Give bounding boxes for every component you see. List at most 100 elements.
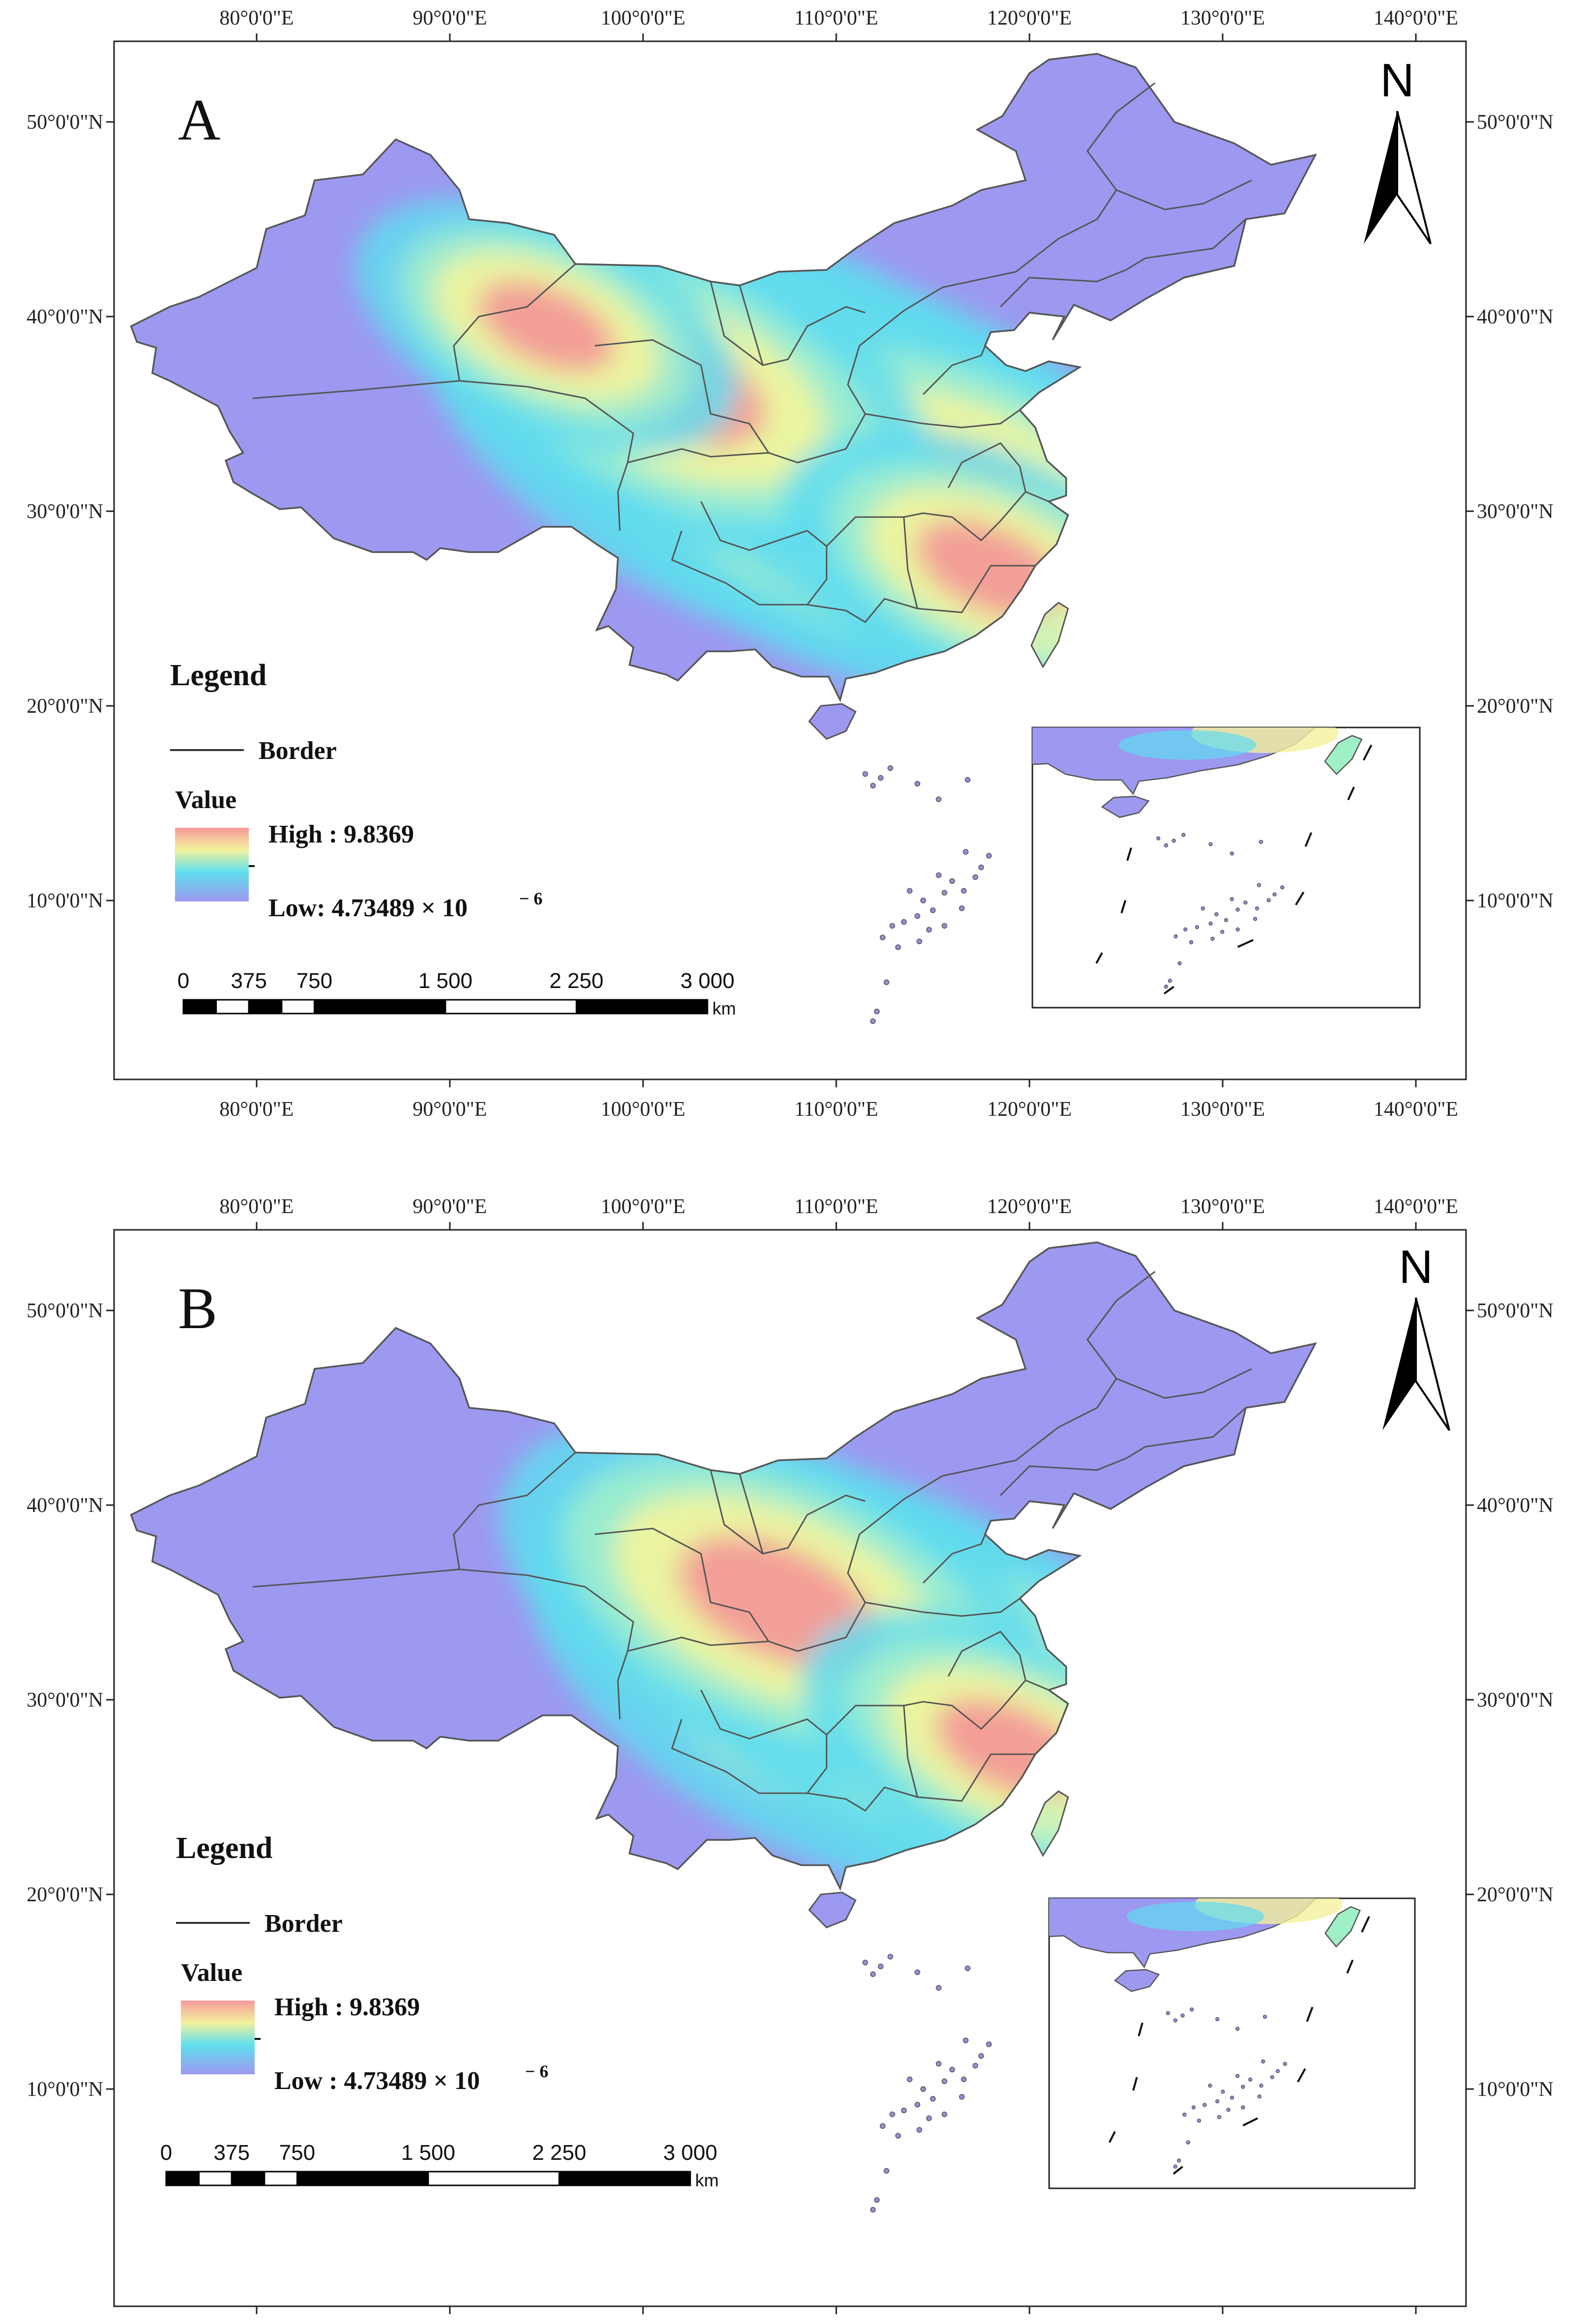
inset-island-dot — [1182, 2112, 1187, 2117]
island-dot — [978, 2053, 984, 2059]
lat-tick-label-right: 50°0'0"N — [1477, 111, 1554, 134]
province-border — [739, 1474, 764, 1554]
north-arrow-icon — [1364, 111, 1432, 245]
lat-tick-label-right: 20°0'0"N — [1477, 1884, 1554, 1906]
legend-low-label: Low: 4.73489 × 10 — [268, 894, 468, 922]
scale-tick-label: 750 — [296, 969, 332, 993]
map-panel-b: 80°0'0"E80°0'0"E90°0'0"E90°0'0"E100°0'0"… — [27, 1195, 1554, 2314]
lat-tick-label-left: 40°0'0"N — [27, 1494, 103, 1517]
scale-bar-segment — [182, 999, 217, 1015]
island-dot — [916, 938, 922, 944]
legend-low-exponent: − 6 — [519, 889, 543, 908]
lon-tick-label-bottom: 140°0'0"E — [1374, 1098, 1458, 1121]
lat-tick-label-left: 10°0'0"N — [27, 890, 103, 912]
lon-tick-label-top: 80°0'0"E — [219, 1195, 293, 1218]
north-arrow-label: N — [1399, 1241, 1433, 1293]
panel-label: B — [178, 1276, 217, 1341]
nine-dash-segment — [1362, 744, 1373, 761]
nine-dash-segment — [1295, 891, 1305, 906]
nine-dash-segment — [1126, 847, 1132, 861]
island-dot — [920, 2086, 926, 2092]
lon-tick-label-top: 90°0'0"E — [412, 7, 487, 29]
island-dot — [959, 905, 965, 911]
inset-island-dot — [1257, 883, 1261, 887]
scale-tick-label: 2 250 — [549, 969, 603, 993]
province-border — [252, 380, 528, 399]
lon-tick-label-top: 140°0'0"E — [1374, 7, 1458, 29]
lon-tick-label-bottom: 90°0'0"E — [412, 1098, 487, 1121]
province-border — [700, 501, 827, 551]
inset-island-dot — [1235, 2027, 1240, 2031]
inset-coast-tint — [1118, 730, 1257, 760]
island-dot — [959, 2094, 965, 2100]
province-border — [1058, 1271, 1156, 1428]
island-dot — [965, 1965, 970, 1972]
island-dot — [914, 2101, 920, 2108]
province-border — [453, 263, 576, 381]
scale-bar-segment — [248, 999, 283, 1015]
inset-island-dot — [1215, 2017, 1220, 2021]
province-border — [739, 285, 764, 366]
lat-tick-label-left: 20°0'0"N — [27, 695, 103, 718]
island-dot — [901, 919, 907, 925]
nine-dash-segment — [1163, 986, 1174, 995]
island-dot — [870, 2207, 876, 2213]
nine-dash-segment — [1306, 2006, 1314, 2022]
inset-island-dot — [1208, 921, 1213, 926]
inset-island-dot — [1235, 907, 1240, 912]
inset-island-dot — [1180, 2013, 1185, 2018]
province-border — [527, 1574, 634, 1719]
lon-tick-label-bottom: 120°0'0"E — [987, 1098, 1072, 1121]
nine-dash-segment — [1347, 786, 1355, 801]
island-dot — [878, 775, 884, 781]
legend-value-title: Value — [175, 786, 236, 814]
scale-bar-segment — [427, 2171, 560, 2186]
inset-island-dot — [1197, 2119, 1202, 2123]
scale-tick-label: 3 000 — [663, 2141, 717, 2165]
lon-tick-label-top: 80°0'0"E — [219, 7, 293, 29]
inset-island-dot — [1235, 927, 1240, 931]
inset-island-dot — [1164, 843, 1168, 847]
scale-bar-segment — [281, 999, 315, 1015]
lat-tick-label-left: 20°0'0"N — [27, 1884, 103, 1906]
inset-island-dot — [1208, 842, 1213, 846]
inset-island-dot — [1189, 940, 1194, 945]
inset-island-dot — [1241, 2085, 1245, 2089]
scale-bar-segment — [215, 999, 250, 1015]
inset-island-dot — [1224, 918, 1229, 922]
scale-bar-segment — [444, 999, 577, 1015]
lat-tick-label-right: 10°0'0"N — [1477, 890, 1554, 912]
scale-bar-segment — [165, 2171, 200, 2186]
lon-tick-label-top: 100°0'0"E — [601, 7, 685, 29]
island-dot — [880, 934, 886, 940]
province-border — [627, 1636, 769, 1652]
north-arrow-icon — [1382, 1297, 1450, 1431]
province-border — [1116, 179, 1252, 210]
island-dot — [907, 888, 913, 894]
scale-bar-segment — [576, 999, 708, 1015]
lat-tick-label-right: 10°0'0"N — [1477, 2078, 1554, 2101]
nine-dash-segment — [1120, 900, 1127, 914]
inset-island-dot — [1164, 985, 1168, 989]
lon-tick-label-top: 130°0'0"E — [1180, 1195, 1265, 1218]
legend-title: Legend — [170, 659, 266, 692]
island-dot — [961, 888, 967, 894]
island-outline — [808, 703, 857, 740]
inset-island-dot — [1173, 934, 1178, 939]
lon-tick-label-top: 110°0'0"E — [794, 1195, 879, 1218]
inset-island-dot — [1235, 2074, 1240, 2078]
inset-taiwan — [1324, 735, 1363, 775]
legend-high-label: High : 9.8369 — [268, 820, 414, 848]
lat-tick-label-right: 40°0'0"N — [1477, 306, 1554, 328]
province-border — [1116, 1368, 1252, 1399]
province-border — [951, 1680, 1027, 1730]
inset-island-dot — [1215, 2099, 1220, 2104]
island-dot — [961, 2076, 967, 2082]
legend-low-exponent: − 6 — [525, 2062, 549, 2081]
province-border — [710, 281, 866, 366]
inset-taiwan — [1324, 1906, 1361, 1948]
scale-tick-label: 375 — [214, 2141, 250, 2165]
inset-island-dot — [1266, 898, 1271, 902]
inset-island-dot — [1156, 836, 1161, 841]
